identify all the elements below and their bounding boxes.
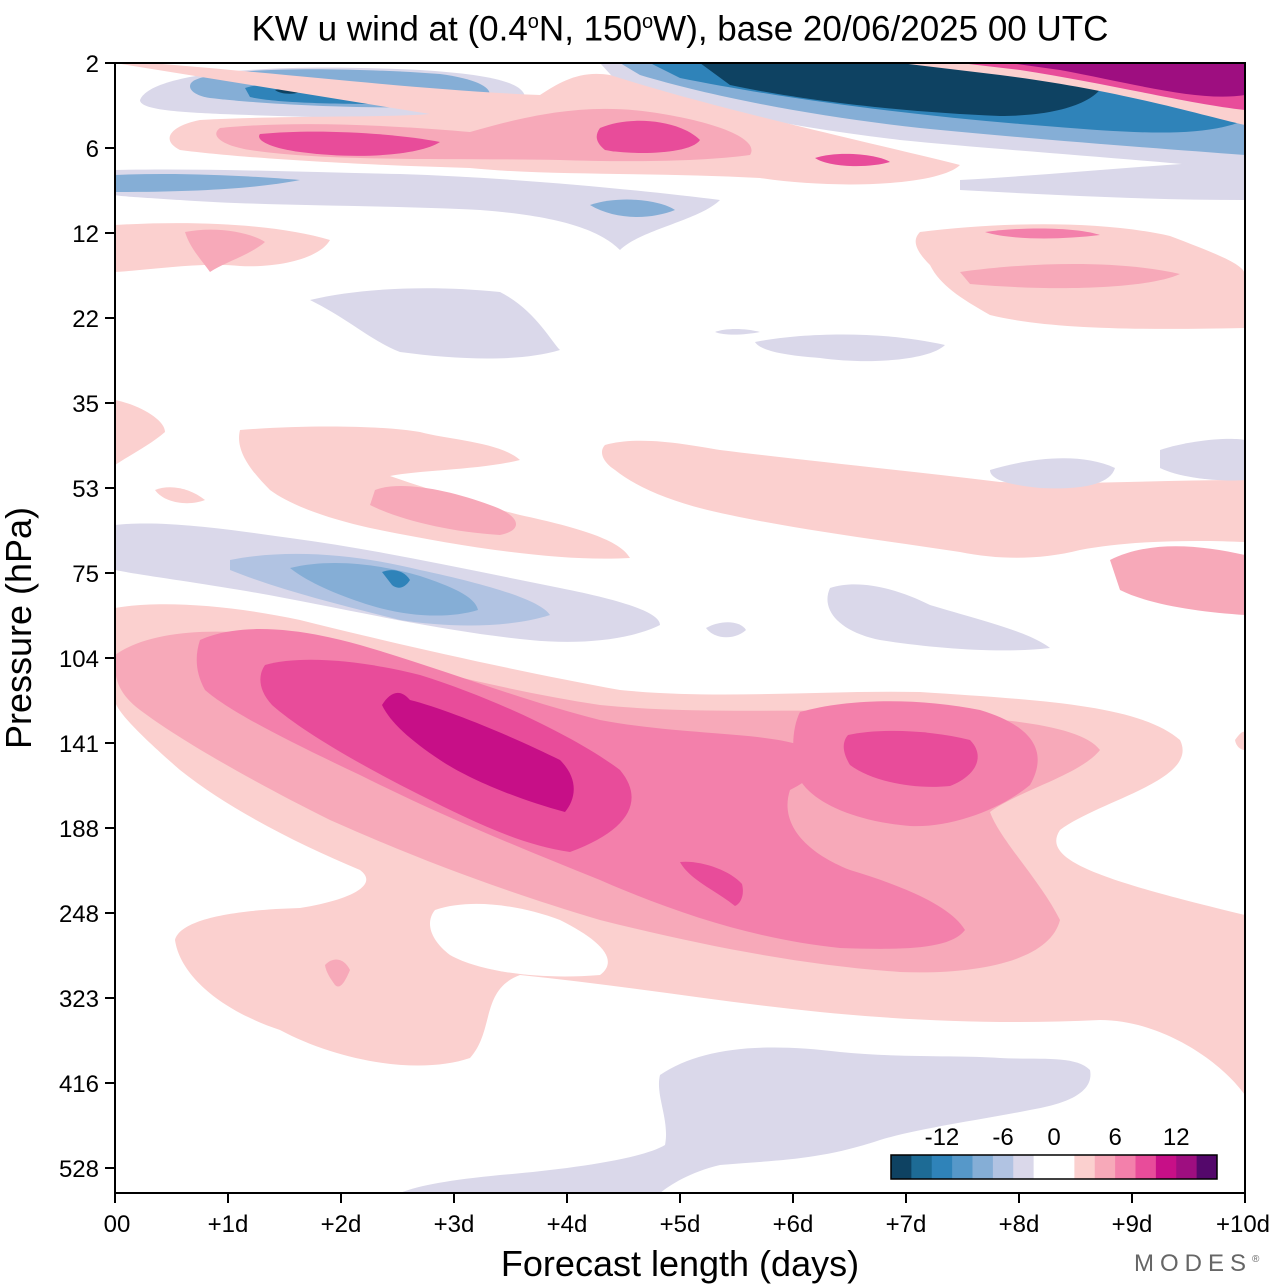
x-tick-label: +9d <box>1112 1211 1153 1238</box>
y-tick-label: 141 <box>59 731 99 758</box>
contour-pos-small-323 <box>325 959 350 987</box>
x-tick-label: +5d <box>660 1211 701 1238</box>
colorbar-tick-label: 6 <box>1108 1124 1121 1151</box>
y-tick-label: 416 <box>59 1071 99 1098</box>
contour-pos-53-a-core <box>370 485 517 535</box>
y-tick-label: 12 <box>72 221 99 248</box>
contour-neg-75-d <box>827 584 1050 651</box>
colorbar-tick-label: -6 <box>992 1124 1013 1151</box>
contour-neg-75-e <box>706 622 746 638</box>
y-tick-label: 2 <box>86 51 99 78</box>
colorbar-tick-label: 12 <box>1163 1124 1190 1151</box>
contour-neg-8-outer <box>115 169 720 250</box>
colorbar-frame <box>890 1154 1218 1180</box>
colorbar-tick-label: -12 <box>925 1124 960 1151</box>
modes-logo: MODES® <box>1134 1250 1260 1277</box>
colorbar-tick-label: 0 <box>1047 1124 1060 1151</box>
x-axis: 00 +1d +2d +3d +4d +5d +6d +7d +8d +9d +10d <box>104 1193 1270 1238</box>
x-tick-label: 00 <box>104 1211 131 1238</box>
contour-pos-53-c <box>602 440 1245 558</box>
x-tick-label: +3d <box>434 1211 475 1238</box>
contour-neg-53-a <box>990 458 1115 489</box>
contour-neg-22-a <box>310 288 560 359</box>
contour-neg-22-c <box>715 329 760 335</box>
colorbar-swatch <box>1196 1155 1218 1179</box>
y-tick-label: 53 <box>72 476 99 503</box>
contour-pos-main-l4b <box>843 730 978 787</box>
colorbar-swatch <box>1013 1155 1035 1179</box>
contour-pos-main-outer2 <box>430 903 608 977</box>
contour-neg-416 <box>400 1047 1091 1193</box>
y-tick-label: 528 <box>59 1156 99 1183</box>
contour-neg-8-mid <box>115 173 300 192</box>
contour-pos-35-left <box>115 400 165 465</box>
contour-field <box>115 63 1245 1193</box>
colorbar-swatch <box>1176 1155 1198 1179</box>
contour-pos-main-l4c <box>680 861 743 906</box>
x-tick-label: +4d <box>547 1211 588 1238</box>
y-tick-label: 323 <box>59 986 99 1013</box>
y-axis-title: Pressure (hPa) <box>0 507 39 749</box>
contour-neg-75-core <box>382 570 410 588</box>
contour-neg-topright-c2 <box>700 63 1106 116</box>
contour-pos-topright-core <box>1010 63 1245 97</box>
contour-pos-12-right-core2 <box>985 228 1100 239</box>
colorbar-swatch <box>992 1155 1014 1179</box>
contour-pos-6-core3 <box>815 153 890 167</box>
colorbar-swatch <box>931 1155 953 1179</box>
contour-pos-main-core <box>382 692 574 812</box>
x-tick-label: +6d <box>773 1211 814 1238</box>
y-tick-label: 6 <box>86 136 99 163</box>
chart-title: KW u wind at (0.4oN, 150oW), base 20/06/… <box>251 9 1109 49</box>
y-tick-label: 188 <box>59 816 99 843</box>
colorbar-swatch <box>891 1155 912 1179</box>
y-tick-label: 35 <box>72 391 99 418</box>
colorbar-swatch <box>972 1155 994 1179</box>
colorbar-swatch <box>1115 1155 1136 1179</box>
contour-neg-53-b <box>1160 438 1245 481</box>
x-tick-label: +10d <box>1216 1211 1270 1238</box>
y-tick-label: 104 <box>59 646 99 673</box>
y-tick-label: 75 <box>72 561 99 588</box>
x-tick-label: +7d <box>886 1211 927 1238</box>
contour-pos-6-core <box>259 131 440 156</box>
contour-pos-12-left-core <box>185 229 265 272</box>
colorbar-swatch <box>1135 1155 1157 1179</box>
x-tick-label: +8d <box>999 1211 1040 1238</box>
contour-neg-8-right <box>960 160 1245 200</box>
y-axis: 2 6 12 22 35 53 75 104 141 188 248 323 416 528 <box>59 51 115 1183</box>
contour-neg-22-b <box>755 334 945 362</box>
contour-pos-12-right-core <box>960 264 1180 289</box>
colorbar-swatch <box>1054 1155 1075 1179</box>
y-tick-label: 248 <box>59 901 99 928</box>
x-tick-label: +1d <box>208 1211 249 1238</box>
colorbar-swatch <box>1155 1155 1177 1179</box>
contour-neg-8-mid2 <box>590 199 675 217</box>
colorbar-swatch <box>1094 1155 1116 1179</box>
colorbar: -12 -6 0 6 12 <box>890 1124 1218 1180</box>
contour-pos-53-b <box>155 487 205 504</box>
contour-pos-75-right <box>1110 546 1245 615</box>
contour-neg-75-c <box>290 562 478 616</box>
y-tick-label: 22 <box>72 306 99 333</box>
x-axis-title: Forecast length (days) <box>501 1243 859 1284</box>
colorbar-swatch <box>1033 1155 1055 1179</box>
contour-pos-141-right <box>1235 731 1245 750</box>
colorbar-swatch <box>1074 1155 1096 1179</box>
colorbar-swatch <box>952 1155 973 1179</box>
contour-pos-6-core2 <box>596 120 700 153</box>
x-tick-label: +2d <box>321 1211 362 1238</box>
colorbar-swatch <box>911 1155 933 1179</box>
